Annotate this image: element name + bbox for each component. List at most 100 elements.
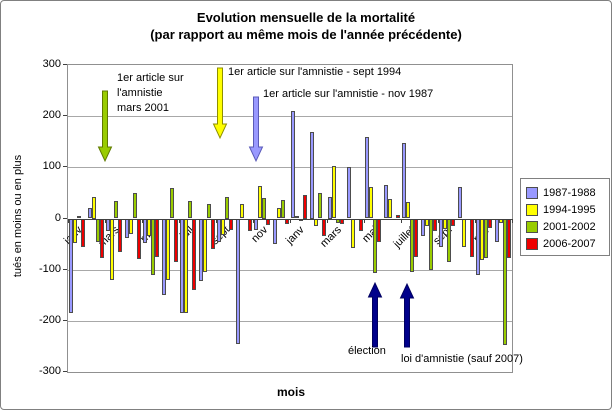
legend-swatch-icon (526, 220, 538, 233)
bar-1987-1988-juin-17 (383, 184, 388, 219)
bar-2001-2002-avr-3 (132, 192, 137, 219)
bar-1987-1988-mai-16 (365, 136, 370, 219)
y-axis-tick (63, 115, 67, 116)
annotation-0: 1er article sur l'amnistie mars 2001 (117, 71, 184, 116)
annotation-2: 1er article sur l'amnistie - nov 1987 (263, 87, 433, 102)
bar-1994-1995-févr-1 (91, 197, 96, 219)
legend-item-1994-1995: 1994-1995 (526, 201, 605, 218)
x-axis-title: mois (276, 385, 305, 399)
bar-2006-2007-oct-9 (247, 218, 252, 232)
legend-label: 2001-2002 (543, 220, 596, 233)
bar-2006-2007-août-7 (210, 218, 215, 250)
bar-1987-1988-janv-0 (69, 218, 74, 314)
gridline (68, 167, 512, 168)
bar-1987-1988-févr-1 (87, 208, 92, 219)
category-tick (68, 219, 69, 223)
y-axis-tick (63, 166, 67, 167)
plot-area (67, 64, 513, 373)
bar-2001-2002-juil-6 (188, 200, 193, 219)
annotation-1: 1er article sur l'amnistie - sept 1994 (228, 65, 401, 80)
bar-2001-2002-nov-10 (262, 198, 267, 219)
bar-2006-2007-févr-13 (321, 218, 326, 237)
legend-swatch-icon (526, 203, 538, 216)
bar-1987-1988-juil-6 (180, 218, 185, 314)
legend-swatch-icon (526, 186, 538, 199)
category-tick (142, 219, 143, 223)
y-tick-label: 100 (42, 160, 61, 172)
bar-2001-2002-sept-20 (447, 218, 452, 262)
bar-2006-2007-août-19 (432, 218, 437, 232)
y-axis-tick (63, 320, 67, 321)
bar-1987-1988-févr-13 (309, 131, 314, 219)
legend-label: 1994-1995 (543, 203, 596, 216)
y-axis-tick (63, 218, 67, 219)
legend: 1987-1988 1994-1995 2001-2002 2006-2007 (520, 178, 610, 256)
legend-item-2006-2007: 2006-2007 (526, 235, 605, 252)
chart-title-line2: (par rapport au même mois de l'année pré… (150, 27, 462, 42)
category-tick (475, 219, 476, 223)
bar-2006-2007-févr-1 (99, 218, 104, 259)
category-tick (438, 219, 439, 223)
bar-1994-1995-mai-4 (147, 218, 152, 237)
bar-2001-2002-août-7 (206, 204, 211, 219)
bar-2001-2002-sept-8 (225, 197, 230, 219)
bar-2001-2002-mars-2 (114, 200, 119, 219)
bar-1987-1988-mai-4 (143, 218, 148, 244)
bar-2001-2002-juin-5 (169, 187, 174, 219)
bar-1994-1995-févr-13 (313, 218, 318, 227)
bar-1994-1995-août-7 (202, 218, 207, 273)
annotation-text-line: élection (348, 345, 386, 357)
bar-1994-1995-mars-14 (332, 165, 337, 219)
category-tick (364, 219, 365, 223)
bar-1987-1988-août-7 (198, 218, 203, 282)
y-tick-label: -200 (38, 314, 61, 326)
bar-1994-1995-juil-6 (184, 218, 189, 314)
bar-1987-1988-mars-14 (328, 197, 333, 219)
y-axis-tick (63, 371, 67, 372)
chart-title-line1: Evolution mensuelle de la mortalité (196, 10, 416, 25)
bar-1987-1988-déc-11 (272, 218, 277, 245)
y-tick-label: -100 (38, 263, 61, 275)
legend-item-1987-1988: 1987-1988 (526, 184, 605, 201)
bar-1987-1988-avr-15 (346, 167, 351, 219)
bar-1987-1988-juin-5 (161, 218, 166, 296)
bar-1994-1995-nov-10 (258, 186, 263, 219)
category-tick (105, 219, 106, 223)
bar-1987-1988-août-19 (420, 218, 425, 237)
bar-2006-2007-sept-20 (451, 218, 456, 227)
legend-swatch-icon (526, 237, 538, 250)
bar-2006-2007-avr-3 (136, 218, 141, 260)
annotation-text-line: 1er article sur l'amnistie - nov 1987 (263, 88, 434, 100)
legend-item-2001-2002: 2001-2002 (526, 218, 605, 235)
bar-1994-1995-déc-11 (276, 208, 281, 219)
annotation-4: loi d'amnistie (sauf 2007) (401, 352, 523, 367)
bar-2006-2007-juin-17 (395, 214, 400, 219)
gridline (68, 270, 512, 271)
bar-2006-2007-janv-12 (303, 194, 308, 219)
bar-2006-2007-juin-5 (173, 218, 178, 262)
annotation-text-line: mars 2001 (117, 102, 169, 114)
category-tick (401, 219, 402, 223)
bar-1994-1995-janv-12 (295, 215, 300, 219)
bar-1987-1988-oct-21 (457, 187, 462, 219)
bar-1994-1995-juillet-18 (406, 201, 411, 219)
legend-label: 2006-2007 (543, 237, 596, 250)
annotation-text-line: 1er article sur l'amnistie - sept 1994 (228, 66, 402, 78)
bar-1994-1995-juin-17 (387, 199, 392, 219)
bar-1994-1995-janv-0 (73, 218, 78, 244)
gridline (68, 116, 512, 117)
bar-1987-1988-janv-12 (291, 111, 296, 219)
bar-2006-2007-nov-10 (266, 218, 271, 226)
bar-1994-1995-août-19 (424, 218, 429, 227)
bar-1994-1995-mai-16 (369, 187, 374, 219)
bar-2006-2007-nov-22 (488, 218, 493, 229)
legend-label: 1987-1988 (543, 186, 596, 199)
bar-2006-2007-juil-6 (192, 218, 197, 291)
annotation-text-line: 1er article sur (117, 72, 184, 84)
y-tick-label: 200 (42, 109, 61, 121)
bar-2001-2002-déc-23 (502, 218, 507, 346)
